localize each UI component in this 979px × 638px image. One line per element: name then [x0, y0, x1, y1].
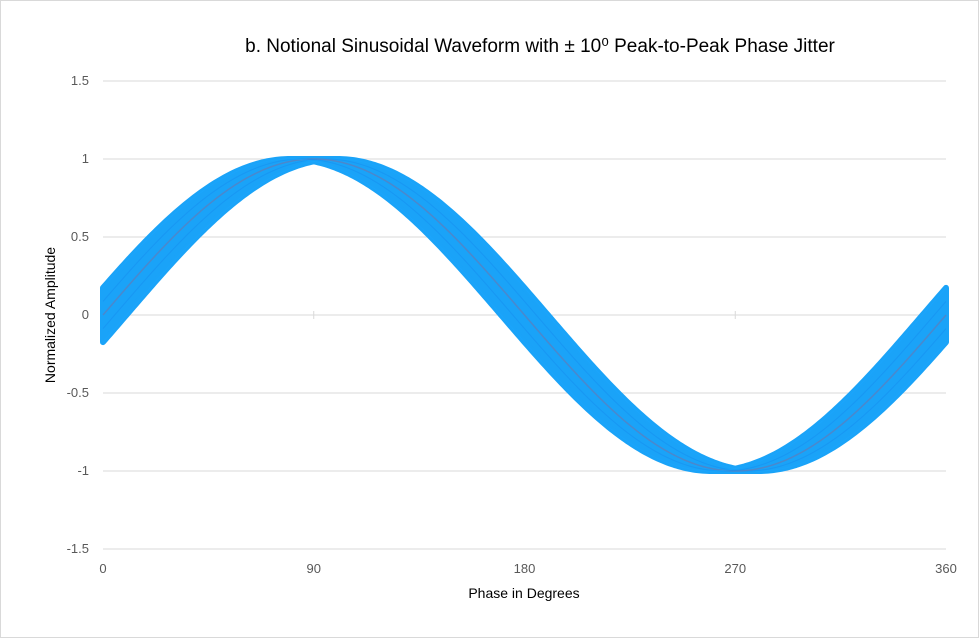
y-tick-label: -1: [77, 463, 89, 478]
x-tick-label: 360: [935, 561, 957, 576]
grid-layer: [102, 80, 947, 550]
x-tick-label: 270: [724, 561, 746, 576]
y-tick-label: 1.5: [71, 73, 89, 88]
y-tick-label: 0: [82, 307, 89, 322]
x-tick-labels: 0 90 180 270 360: [99, 561, 956, 576]
series-line: [102, 158, 947, 472]
x-tick-label: 90: [307, 561, 321, 576]
x-tick-label: 180: [514, 561, 536, 576]
y-tick-label: -1.5: [67, 541, 89, 556]
series-layer: [102, 158, 947, 472]
series-line: [102, 158, 947, 472]
x-tick-label: 0: [99, 561, 106, 576]
y-axis-title: Normalized Amplitude: [42, 247, 58, 383]
x-axis-title: Phase in Degrees: [468, 585, 579, 601]
y-tick-label: -0.5: [67, 385, 89, 400]
series-line: [102, 158, 947, 472]
y-tick-label: 1: [82, 151, 89, 166]
series-line: [102, 158, 947, 472]
chart-title: b. Notional Sinusoidal Waveform with ± 1…: [245, 36, 835, 57]
y-tick-labels: 1.5 1 0.5 0 -0.5 -1 -1.5: [67, 73, 89, 556]
series-line: [102, 158, 947, 472]
y-tick-label: 0.5: [71, 229, 89, 244]
